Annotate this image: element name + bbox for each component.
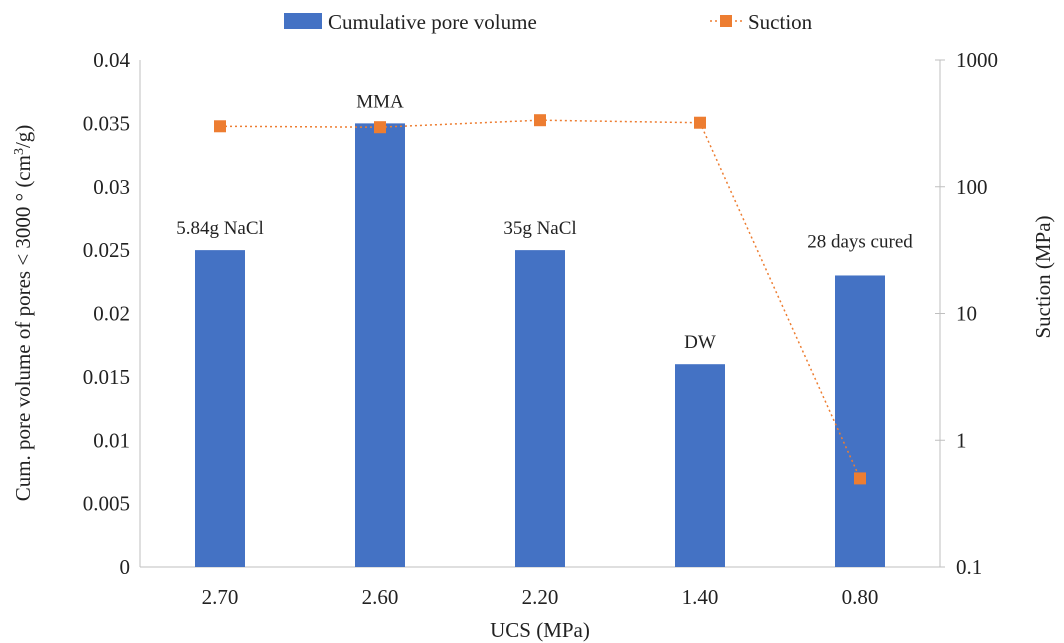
legend-marker-suction — [720, 15, 732, 27]
right-y-tick-label: 100 — [956, 175, 988, 199]
bar-data-label: DW — [684, 332, 716, 353]
suction-point — [534, 114, 546, 127]
legend: Cumulative pore volume Suction — [284, 10, 813, 34]
right-y-tick-label: 1000 — [956, 48, 998, 72]
bar — [515, 250, 565, 567]
bar-series — [195, 123, 885, 567]
left-y-tick-label: 0.015 — [83, 365, 130, 389]
left-y-tick-label: 0.02 — [93, 302, 130, 326]
bar-data-label: MMA — [356, 91, 404, 112]
suction-point — [854, 472, 866, 485]
suction-point — [694, 116, 706, 129]
right-y-tick-label: 10 — [956, 302, 977, 326]
legend-label-suction: Suction — [748, 10, 813, 34]
right-y-tick-label: 1 — [956, 428, 967, 452]
left-y-tick-label: 0.03 — [93, 175, 130, 199]
left-y-axis-title-unit: /g) — [11, 125, 35, 148]
bar-data-label: 28 days cured — [807, 231, 913, 252]
x-tick-label: 1.40 — [682, 585, 719, 609]
legend-swatch-cumulative-pore-volume — [284, 13, 322, 29]
bar — [355, 123, 405, 567]
bar-data-label: 5.84g NaCl — [176, 218, 264, 239]
right-y-axis-title: Suction (MPa) — [1031, 215, 1055, 338]
x-axis-title: UCS (MPa) — [490, 618, 590, 642]
left-y-axis-title-main: Cum. pore volume of pores < 3000 ° (cm — [11, 155, 35, 501]
bar — [675, 364, 725, 567]
suction-point — [374, 121, 386, 134]
left-y-axis-title-superscript: 3 — [12, 148, 27, 155]
left-y-tick-label: 0.035 — [83, 111, 130, 135]
left-y-tick-label: 0.04 — [93, 48, 130, 72]
bar — [195, 250, 245, 567]
x-tick-label: 0.80 — [842, 585, 879, 609]
bar-data-labels: 5.84g NaCl MMA 35g NaCl DW 28 days cured — [176, 91, 913, 353]
right-y-axis-ticks: 0.1 1 10 100 1000 — [935, 48, 998, 579]
left-y-axis-ticks: 0 0.005 0.01 0.015 0.02 0.025 0.03 0.035 0.04 — [83, 48, 131, 579]
left-y-tick-label: 0.025 — [83, 238, 130, 262]
suction-series — [214, 114, 866, 485]
left-y-tick-label: 0.005 — [83, 492, 130, 516]
left-y-tick-label: 0 — [120, 555, 131, 579]
left-y-axis-title: Cum. pore volume of pores < 3000 ° (cm3/… — [11, 125, 35, 502]
x-axis-ticks: 2.70 2.60 2.20 1.40 0.80 — [202, 585, 879, 609]
suction-point — [214, 120, 226, 133]
x-tick-label: 2.70 — [202, 585, 239, 609]
bar — [835, 275, 885, 567]
bar-data-label: 35g NaCl — [503, 218, 576, 239]
x-tick-label: 2.20 — [522, 585, 559, 609]
legend-label-cumulative-pore-volume: Cumulative pore volume — [328, 10, 537, 34]
right-y-tick-label: 0.1 — [956, 555, 982, 579]
x-tick-label: 2.60 — [362, 585, 399, 609]
left-y-tick-label: 0.01 — [93, 428, 130, 452]
